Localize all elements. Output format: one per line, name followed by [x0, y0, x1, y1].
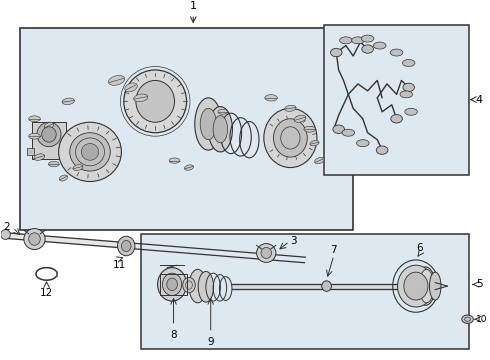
Ellipse shape: [310, 140, 319, 146]
Ellipse shape: [73, 165, 83, 171]
Ellipse shape: [136, 80, 174, 122]
Ellipse shape: [304, 126, 316, 132]
Ellipse shape: [167, 278, 177, 291]
Ellipse shape: [265, 95, 277, 101]
Ellipse shape: [315, 157, 324, 164]
Ellipse shape: [376, 146, 388, 154]
Ellipse shape: [184, 165, 194, 170]
Ellipse shape: [125, 83, 137, 92]
Ellipse shape: [34, 154, 45, 161]
Ellipse shape: [183, 278, 196, 293]
Ellipse shape: [362, 45, 373, 53]
Bar: [141, 234, 469, 349]
Text: 7: 7: [331, 245, 337, 255]
Text: 2: 2: [4, 222, 10, 232]
Ellipse shape: [391, 114, 402, 123]
Ellipse shape: [59, 175, 68, 181]
Ellipse shape: [208, 107, 232, 152]
Ellipse shape: [340, 37, 352, 44]
Ellipse shape: [419, 269, 434, 303]
Ellipse shape: [404, 272, 428, 300]
Text: 4: 4: [475, 95, 483, 105]
Bar: [27, 148, 34, 156]
Ellipse shape: [373, 42, 386, 49]
Ellipse shape: [361, 35, 374, 42]
Ellipse shape: [195, 98, 222, 150]
Ellipse shape: [198, 271, 214, 302]
Bar: [32, 122, 66, 159]
Ellipse shape: [322, 281, 331, 291]
Ellipse shape: [352, 37, 364, 44]
Text: 9: 9: [207, 337, 214, 347]
Text: 8: 8: [170, 330, 177, 340]
Ellipse shape: [400, 91, 413, 98]
Ellipse shape: [200, 108, 217, 140]
Text: 6: 6: [416, 243, 423, 253]
Ellipse shape: [391, 49, 403, 56]
Ellipse shape: [118, 236, 135, 256]
Ellipse shape: [24, 229, 45, 249]
Text: 12: 12: [40, 288, 53, 298]
Ellipse shape: [462, 315, 473, 323]
Ellipse shape: [403, 83, 415, 91]
Text: 11: 11: [112, 260, 125, 270]
Ellipse shape: [330, 48, 342, 57]
Ellipse shape: [70, 133, 110, 171]
Ellipse shape: [169, 158, 180, 163]
Ellipse shape: [357, 140, 369, 147]
Ellipse shape: [134, 94, 147, 102]
Ellipse shape: [213, 116, 228, 143]
Ellipse shape: [294, 115, 306, 122]
Text: 3: 3: [291, 236, 297, 246]
Ellipse shape: [158, 267, 187, 301]
Ellipse shape: [37, 122, 61, 147]
Ellipse shape: [29, 116, 40, 122]
Text: 10: 10: [476, 315, 488, 324]
Ellipse shape: [49, 161, 59, 167]
Ellipse shape: [402, 59, 415, 67]
Ellipse shape: [45, 122, 53, 129]
Ellipse shape: [108, 76, 124, 85]
Ellipse shape: [429, 272, 441, 300]
Polygon shape: [5, 233, 305, 263]
Ellipse shape: [0, 230, 10, 239]
Ellipse shape: [285, 105, 296, 111]
Ellipse shape: [218, 109, 228, 114]
Ellipse shape: [405, 108, 417, 115]
Ellipse shape: [124, 70, 187, 133]
Ellipse shape: [59, 122, 122, 181]
Ellipse shape: [62, 98, 74, 105]
Ellipse shape: [261, 247, 271, 258]
Ellipse shape: [333, 125, 344, 134]
Ellipse shape: [29, 133, 40, 139]
Ellipse shape: [81, 144, 98, 160]
Ellipse shape: [342, 129, 355, 136]
Ellipse shape: [42, 127, 56, 142]
Ellipse shape: [257, 244, 276, 262]
Bar: [160, 274, 187, 295]
Ellipse shape: [29, 233, 40, 245]
Bar: [20, 28, 353, 230]
Ellipse shape: [273, 119, 307, 157]
Ellipse shape: [397, 265, 434, 307]
Ellipse shape: [189, 269, 206, 303]
Ellipse shape: [122, 240, 131, 252]
Bar: [324, 24, 469, 175]
Text: 5: 5: [476, 279, 483, 289]
Ellipse shape: [162, 273, 182, 296]
Ellipse shape: [264, 108, 317, 167]
Text: 1: 1: [190, 1, 197, 11]
